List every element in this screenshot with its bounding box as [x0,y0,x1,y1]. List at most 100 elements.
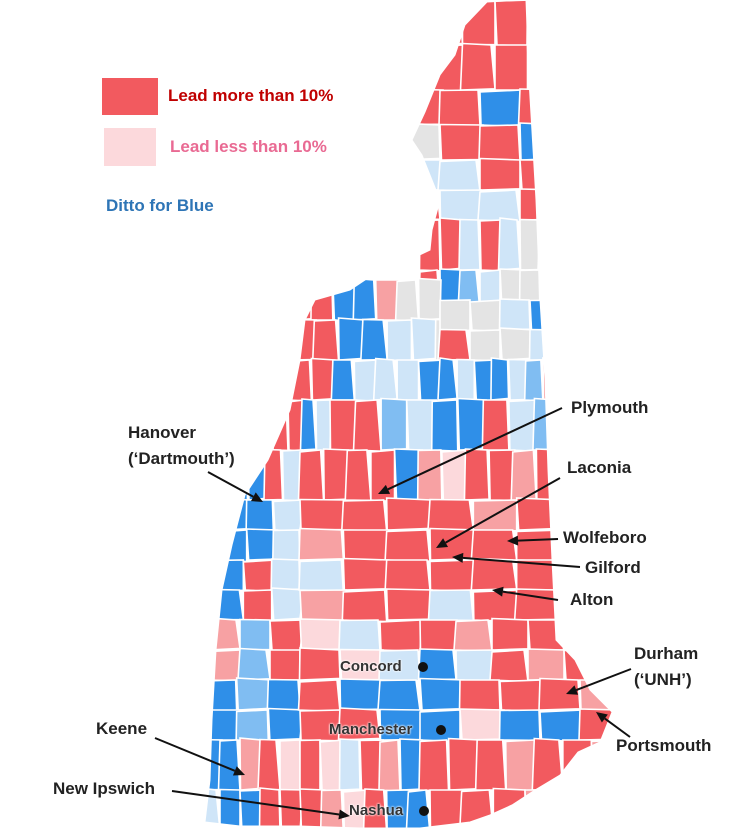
town-region [315,399,332,452]
town-region [288,359,313,403]
town-region [205,679,238,712]
town-region [205,787,221,828]
town-region [458,789,495,828]
arrow-portsmouth [596,712,631,738]
arrow-laconia [436,477,561,548]
dot-concord [418,662,428,672]
town-region [299,618,344,651]
town-region [299,739,321,792]
town-region [297,679,341,713]
town-region [342,789,368,828]
town-region [539,269,564,313]
arrow-gilford [452,552,581,568]
label-concord: Concord [340,658,402,675]
town-region [310,279,334,321]
label-manchester: Manchester [329,721,413,738]
town-region [380,397,408,451]
town-region [266,678,301,711]
town-region [299,589,348,622]
town-region [479,89,523,128]
town-region [523,359,544,402]
label-durham-line1: Durham [634,644,699,663]
town-region [239,618,271,651]
label-alton: Alton [570,590,614,609]
town-region [458,679,501,711]
town-region [498,298,531,331]
town-region [499,679,544,713]
town-region [279,739,301,792]
town-region [417,277,442,321]
town-region [352,277,377,321]
town-regions [205,0,612,828]
town-region [491,617,529,651]
town-region [490,357,510,401]
town-region [212,588,245,621]
town-region [214,559,245,592]
town-region [399,159,442,191]
town-region [352,399,382,453]
legend-swatch-strong [102,78,158,115]
town-region [341,589,388,623]
town-region [447,737,480,791]
town-region [529,299,564,332]
town-region [419,677,465,711]
town-region [515,497,565,531]
town-region [527,619,569,651]
label-nashua: Nashua [349,802,404,819]
town-region [537,219,561,272]
town-region [242,589,273,622]
town-region [472,589,519,623]
town-region [205,709,242,741]
town-region [338,738,361,791]
town-region [270,558,301,591]
town-region [219,529,248,563]
label-new-ipswich: New Ipswich [53,779,156,798]
dot-manchester [436,725,446,735]
legend-ditto-label: Ditto for Blue [106,196,214,215]
dot-nashua [419,806,429,816]
arrow-alton [492,586,559,601]
label-laconia: Laconia [567,458,632,477]
town-region [497,217,521,271]
town-region [458,218,481,271]
town-region [469,329,501,362]
town-region [298,527,345,561]
town-region [384,559,431,591]
town-region [429,559,476,593]
town-region [453,619,493,653]
city-dots [418,662,446,816]
label-portsmouth: Portsmouth [616,736,712,755]
town-region [258,787,281,828]
town-region [416,449,443,502]
town-region [555,789,590,828]
town-region [298,559,345,593]
town-region [526,44,565,93]
town-region [344,449,372,502]
town-region [519,159,565,191]
town-region [405,789,431,828]
town-region [267,707,304,741]
town-region [360,318,389,361]
town-region [394,279,420,323]
town-region [439,299,471,332]
town-region [562,619,601,653]
town-region [397,188,441,221]
town-region [398,122,441,161]
town-region [396,359,420,401]
town-region [272,499,304,533]
town-region [437,357,459,401]
legend-label-strong: Lead more than 10% [168,86,334,105]
town-region [539,709,584,743]
town-region [437,159,481,193]
town-region [362,788,388,828]
town-region [377,679,421,712]
town-region [319,789,345,828]
town-region [519,188,561,221]
label-plymouth: Plymouth [571,398,649,417]
town-region [478,124,521,162]
town-region [279,788,304,828]
label-keene: Keene [96,719,148,738]
label-hanover-line1: Hanover [128,423,197,442]
town-region [385,588,433,621]
town-region [579,679,612,711]
